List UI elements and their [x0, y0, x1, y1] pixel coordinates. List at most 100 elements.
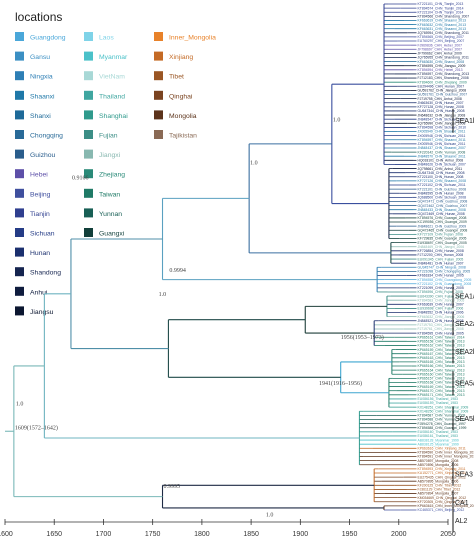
tip-label: KT894594_CHN_Hebei_2013 [418, 68, 463, 72]
tip-label: JN663630_CHN_Hunan_2007 [418, 101, 464, 105]
tip-label: KT894600_CHN_Zhejiang_2009 [418, 80, 467, 84]
legend-label: Beijing [30, 191, 51, 198]
legend-swatch [15, 208, 24, 218]
legend-swatch [84, 130, 93, 139]
legend-label: Tianjin [30, 211, 50, 218]
legend-swatch [154, 90, 163, 100]
legend-label: Yunnan [99, 211, 122, 218]
tip-label: KT221102_CHN_Guangdong_2008 [418, 282, 472, 286]
tip-label: KT894598_CHN_Sichuan_2010 [418, 126, 467, 130]
tip-label: KT221101_CHN_Tianjin_2013 [418, 2, 464, 6]
legend-swatch [15, 169, 24, 179]
tip-label: FJ594278_CHN_Guangxi_1997 [418, 422, 466, 426]
tip-label: KF729835_CHN_Guangxi_2005 [418, 237, 467, 241]
tip-label: KF663632_CHN_Jiangxi_2006 [418, 315, 465, 319]
legend-title: locations [15, 10, 62, 24]
tip-label: KF720305_CHN_Qinghai_2012 [418, 500, 466, 504]
axis-tick-label: 1650 [46, 531, 62, 538]
legend-swatch [15, 286, 24, 296]
node-support-label: 1956(1953–1973) [341, 334, 384, 341]
tip-label: KT221101_CHN_Guizhou_2008 [418, 187, 467, 191]
tip-label: JN848570_CHN_Shaanxi_2011 [418, 154, 466, 158]
legend-label: Thailand [99, 93, 125, 100]
axis-tick-label: 1950 [342, 531, 358, 538]
tip-label: KT894565_CHN_Beijing_2007 [418, 35, 464, 39]
legend-swatch [15, 51, 24, 61]
tip-label: KT894576_CHN_Guangxi_2008 [418, 216, 467, 220]
time-axis: 1600 1650 1700 1750 1800 1850 1900 1950 2000 2050 [0, 519, 456, 538]
tip-label: AB570895_Mongolia_2006 [418, 479, 459, 483]
tree-branches [5, 3, 417, 511]
tip-label: KP665162_CHN_Taiwan_2013 [418, 344, 465, 348]
legend-label: Xinjiang [169, 54, 193, 61]
tip-label: JN848469_CHN_Jiangxi_2006 [418, 245, 465, 249]
tip-label: KT894590_CHN_Inner_Mongolia_2011 [418, 451, 474, 455]
legend-label: Shanxi [30, 113, 51, 120]
legend-swatch [154, 71, 163, 81]
clade-label: SEA5b [455, 416, 474, 423]
tip-label: KT894558_CHN_Guangdong_2005 [418, 278, 472, 282]
tip-label: KP665158_CHN_Taiwan_2013 [418, 340, 465, 344]
clade-labels: SEA1b SEA1a SEA2a SEA2b SEA5a SEA5b SEA3 CA1 AL2 [452, 108, 474, 533]
legend-swatch [84, 32, 93, 41]
tip-label: JN848433_CHN_Shaanxi_2008 [418, 208, 466, 212]
clade-label: SEA1b [455, 118, 474, 125]
legend-label: Taiwan [99, 191, 120, 198]
tip-label: KF727109_CHN_Fujian_2008 [418, 233, 464, 237]
legend-label: Inner_Mongolia [169, 35, 216, 42]
legend-label: Tibet [169, 74, 184, 81]
legend-swatch [15, 228, 24, 237]
tip-label: JN648632_CHN_Jiangsu_2008 [418, 113, 466, 117]
tip-label: KP665169_CHN_Taiwan_2013 [418, 385, 465, 389]
tip-label: AB570897_Mongolia_2008 [418, 459, 459, 463]
legend-label: Shaanxi [30, 93, 55, 100]
axis-tick-label: 1750 [145, 531, 161, 538]
tip-label: GQ472462_CHN_Guizhou_2007 [418, 204, 468, 208]
tip-label: GQ472469_CHN_Hunan_2008 [418, 212, 465, 216]
legend-swatch [84, 228, 93, 237]
tip-label: KT894595_CHN_Jiangsu_2009 [418, 64, 466, 68]
tip-label: KX148250_CHN_Shanghai_2009 [418, 409, 469, 413]
clade-label: AL2 [455, 518, 468, 525]
tip-label: GU345747_CHN_Ningxia_2008 [418, 265, 466, 269]
tip-label: EU939698_CHN_Fujian_2006 [418, 307, 464, 311]
tip-label: EU086160_Thailand_1983 [418, 430, 458, 434]
legend-swatch [154, 51, 163, 61]
clade-label: SEA2a [455, 321, 474, 328]
tip-label: KT221100_CHN_Hunan_2008 [418, 175, 464, 179]
node-support-label: 1.0 [250, 160, 257, 166]
legend-label: Qinghai [169, 93, 193, 100]
tip-label: KT894574_CHN_Tianjin_2014 [418, 6, 464, 10]
tip-label: KP665171_CHN_Taiwan_2013 [418, 393, 465, 397]
legend-swatch [15, 32, 24, 41]
tip-label: JN848621_CHN_Guizhou_2009 [418, 224, 467, 228]
tip-label: KF663619_CHN_Shaanxi_2013 [418, 19, 467, 23]
clade-label: SEA3 [455, 471, 473, 478]
node-support-label: 0.9994 [169, 268, 186, 274]
tip-label: EU086156_Thailand_1983 [418, 397, 458, 401]
tip-label: JX005948_CHN_Sichuan_2011 [418, 134, 466, 138]
tip-label: KF726854_CHN_Hunan_2008 [418, 249, 464, 253]
tip-label: EU086159_Thailand_1983 [418, 401, 458, 405]
axis-tick-label: 1800 [194, 531, 210, 538]
legend-label: Jiangxi [99, 152, 121, 159]
clade-label: SEA1a [455, 293, 474, 300]
tip-label: FJ712200_CHN_Hunan_2008 [418, 253, 464, 257]
tip-label: KP665157_CHN_Taiwan_2013 [418, 377, 465, 381]
tip-label: KT894591_CHN_Inner_Mongolia_2016 [418, 455, 474, 459]
legend-label: Zhejiang [99, 172, 125, 179]
legend-swatch [15, 110, 24, 120]
tip-label: KF663639_CHN_Hunan_2007 [418, 303, 464, 307]
tip-label: KF220142_CHN_Yunnan_2008 [418, 150, 466, 154]
tip-label: KF727128_CHN_Hunan_2008 [418, 105, 464, 109]
tip-label: KF200125_CHN_Tibet_2012 [418, 484, 462, 488]
tip-label: KP665159_CHN_Taiwan_2013 [418, 348, 465, 352]
tip-label: FJ719755_CHN_Anhui_2008 [418, 97, 462, 101]
legend-swatch [84, 169, 93, 179]
tip-label: EU938697_CHN_Guangxi_2005 [418, 241, 467, 245]
tip-label: JN848437_CHN_Shaanxi_2007 [418, 146, 466, 150]
node-support-label: 1609(1572–1642) [15, 425, 58, 432]
tip-label: KT221104_CHN_Tianjin_2014 [418, 10, 464, 14]
tip-label: EU091345_CHN_Fujian_2005 [418, 257, 464, 261]
